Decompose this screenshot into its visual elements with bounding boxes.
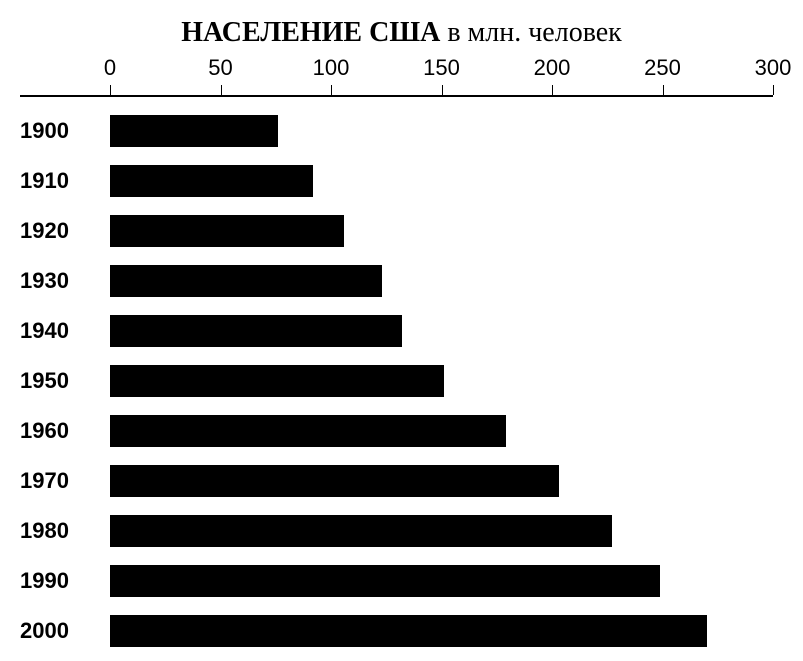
y-axis-label: 1900 (20, 120, 90, 142)
bar (110, 415, 506, 447)
x-tick-mark (552, 85, 553, 95)
x-tick-label: 150 (423, 55, 460, 81)
axis-area: 050100150200250300 (110, 55, 773, 645)
y-axis-label: 1930 (20, 270, 90, 292)
y-axis-label: 1950 (20, 370, 90, 392)
x-tick-mark (442, 85, 443, 95)
bar (110, 515, 612, 547)
y-axis-label: 1970 (20, 470, 90, 492)
bar (110, 315, 402, 347)
x-axis-ticks: 050100150200250300 (110, 55, 773, 95)
x-tick-label: 300 (755, 55, 792, 81)
chart-title: НАСЕЛЕНИЕ США в млн. человек (0, 18, 803, 49)
bar (110, 215, 344, 247)
x-tick-label: 0 (104, 55, 116, 81)
x-tick-mark (331, 85, 332, 95)
y-axis-label: 1910 (20, 170, 90, 192)
x-tick-label: 200 (534, 55, 571, 81)
x-tick-label: 100 (313, 55, 350, 81)
y-axis-label: 1990 (20, 570, 90, 592)
chart-title-bold: НАСЕЛЕНИЕ США (181, 17, 440, 48)
y-axis-label: 2000 (20, 620, 90, 642)
bar (110, 615, 707, 647)
y-axis-label: 1920 (20, 220, 90, 242)
x-tick-mark (110, 85, 111, 95)
chart-title-rest: в млн. человек (440, 17, 621, 48)
bar (110, 365, 444, 397)
bars-container (110, 115, 773, 645)
bar (110, 465, 559, 497)
bar (110, 565, 660, 597)
population-chart: НАСЕЛЕНИЕ США в млн. человек 1900 1910 192… (0, 0, 803, 661)
bar (110, 115, 278, 147)
bar (110, 165, 313, 197)
y-axis-label: 1980 (20, 520, 90, 542)
x-tick-label: 250 (644, 55, 681, 81)
bar (110, 265, 382, 297)
y-axis-label: 1940 (20, 320, 90, 342)
x-tick-mark (663, 85, 664, 95)
x-tick-label: 50 (208, 55, 232, 81)
x-axis-line (20, 95, 773, 97)
x-tick-mark (773, 85, 774, 95)
plot-area: 1900 1910 1920 1930 1940 1950 1960 1970 1980 1990… (20, 55, 783, 645)
y-axis-label: 1960 (20, 420, 90, 442)
x-tick-mark (221, 85, 222, 95)
